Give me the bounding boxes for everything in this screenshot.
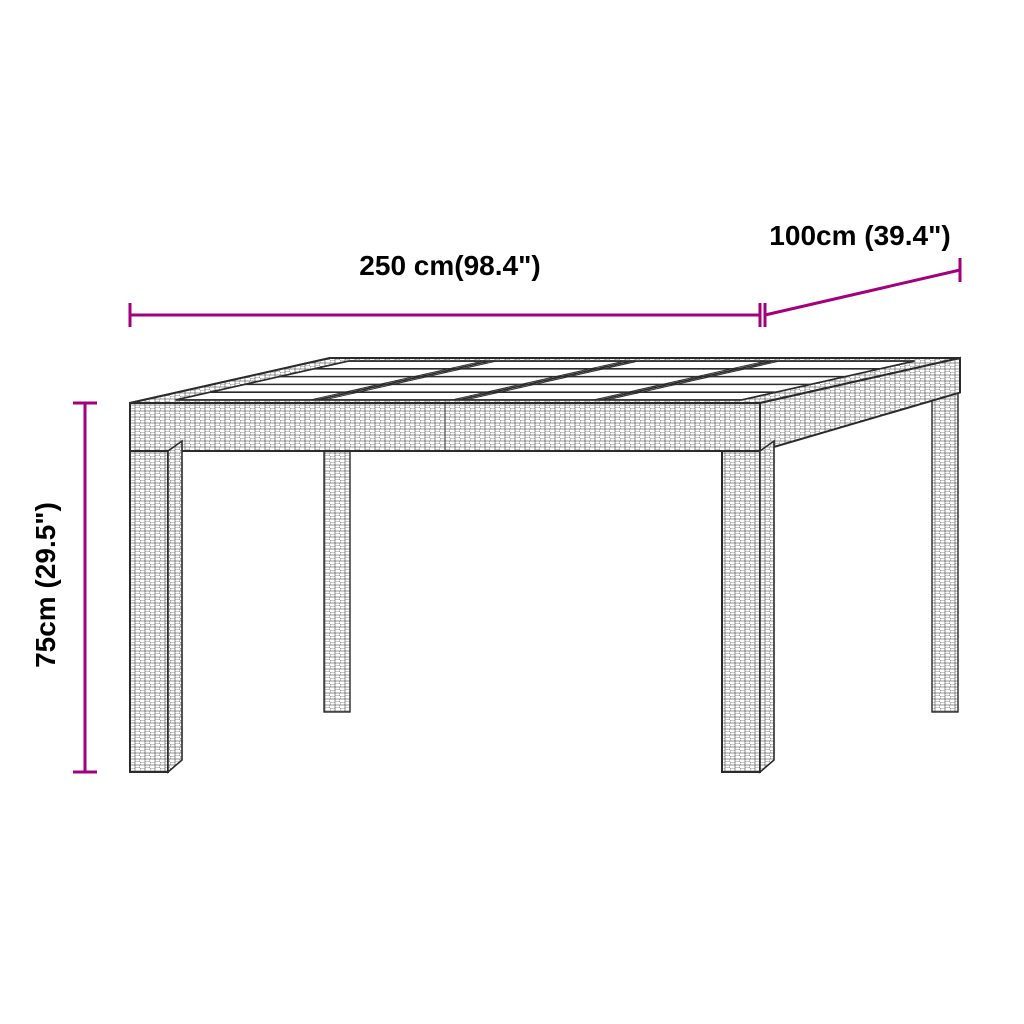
- dim-line-height: [73, 403, 97, 772]
- dim-line-length: [130, 303, 760, 327]
- dim-line-depth: [765, 258, 960, 327]
- table-diagram: [130, 358, 960, 772]
- dim-label-length: 250 cm(98.4"): [359, 250, 540, 281]
- dim-label-height: 75cm (29.5"): [30, 502, 61, 668]
- dim-label-depth: 100cm (39.4"): [769, 220, 950, 251]
